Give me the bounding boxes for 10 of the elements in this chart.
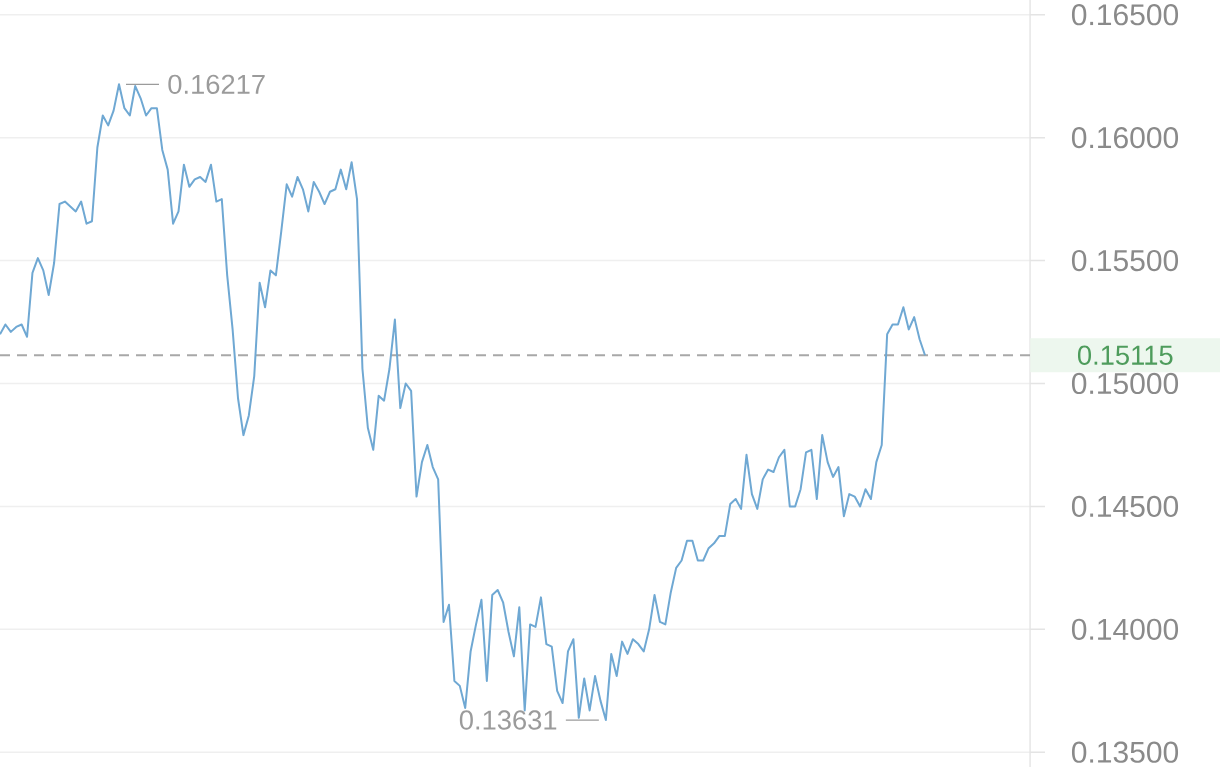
- ref-line-label: 0.15115: [1077, 345, 1173, 365]
- y-tick-label: 0.14000: [1071, 618, 1179, 640]
- data-label: 0.16217: [168, 74, 265, 94]
- y-tick-label: 0.16000: [1071, 127, 1179, 149]
- y-tick-label: 0.13500: [1071, 741, 1179, 763]
- y-tick-label: 0.14500: [1071, 495, 1179, 518]
- data-label: 0.13631: [459, 710, 557, 730]
- y-tick-label: 0.16500: [1071, 4, 1179, 26]
- y-tick-label: 0.15500: [1071, 249, 1179, 272]
- y-tick-label: 0.15000: [1071, 372, 1179, 395]
